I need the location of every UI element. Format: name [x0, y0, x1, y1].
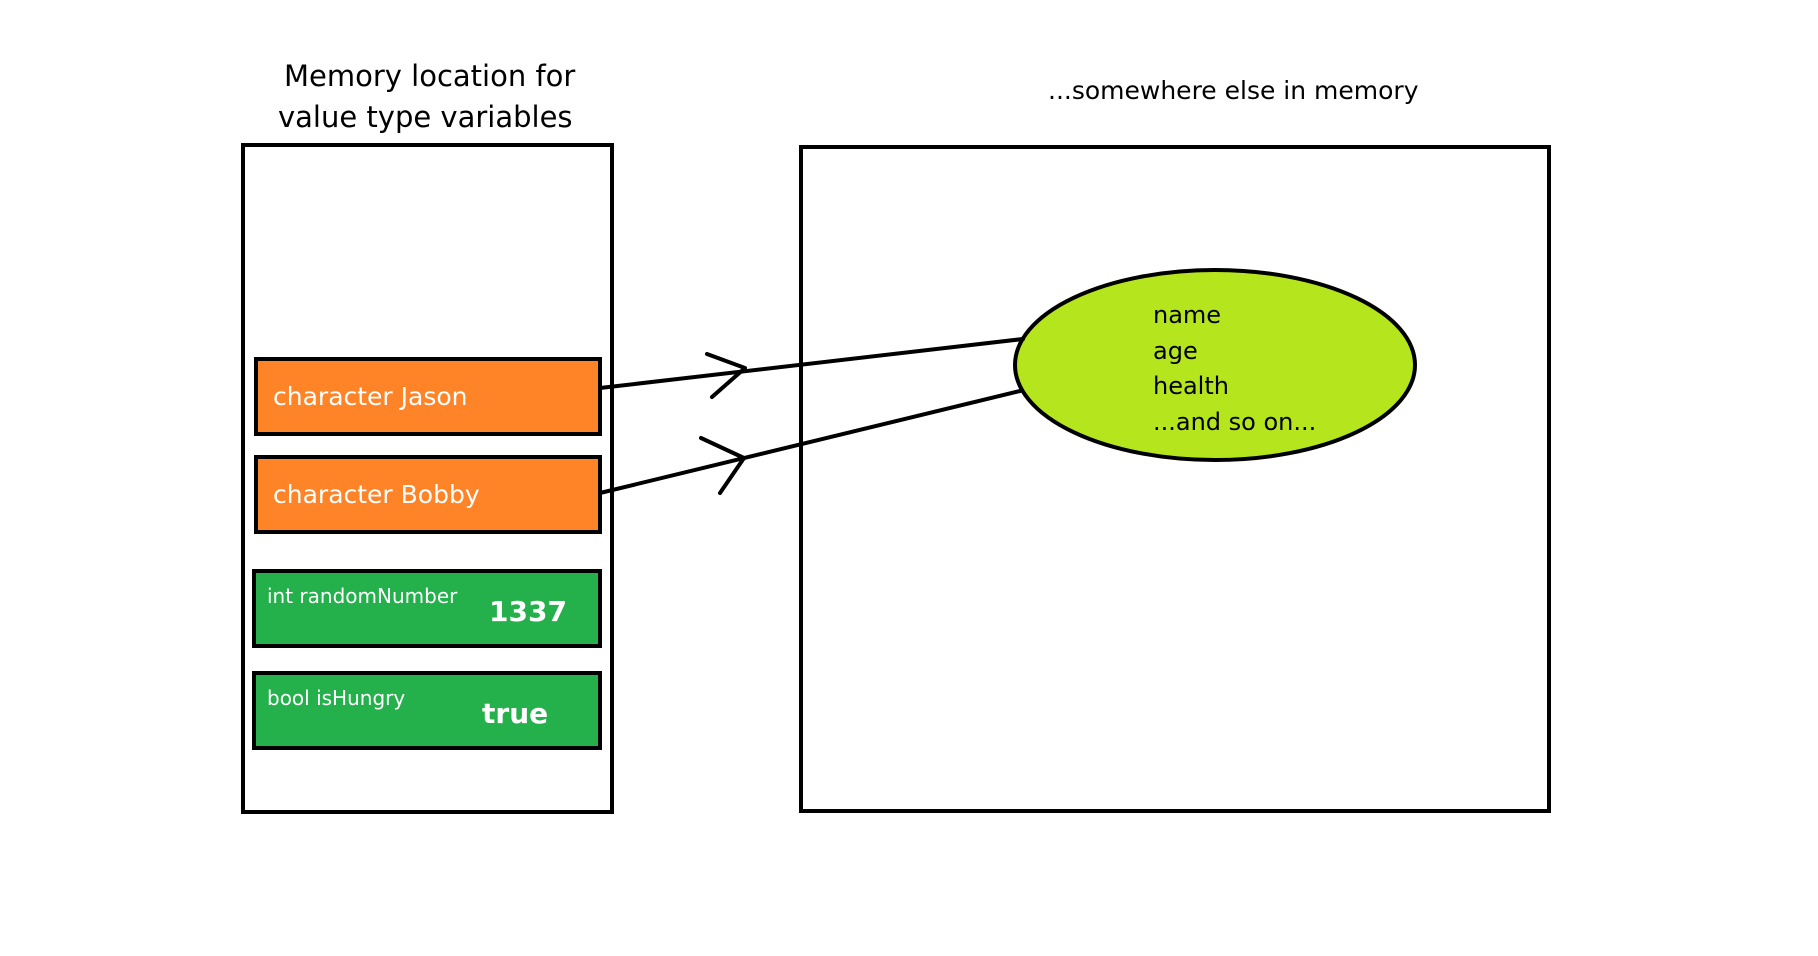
arrow-jason-head: [705, 352, 747, 399]
object-field-more: ...and so on...: [1153, 407, 1317, 436]
reference-slot-label: character Bobby: [273, 480, 480, 509]
heap-object-fields: name age health ...and so on...: [1153, 298, 1316, 440]
stack-title-line-2: value type variables: [278, 100, 573, 134]
value-slot-random-number: int randomNumber 1337: [252, 569, 602, 648]
object-field-age: age: [1153, 336, 1198, 365]
heap-memory-frame: [799, 145, 1551, 813]
arrow-bobby-head: [699, 436, 746, 495]
value-slot-name: bool isHungry: [267, 686, 406, 710]
stack-title-line-1: Memory location for: [284, 59, 576, 93]
object-field-name: name: [1153, 301, 1222, 329]
heap-title: ...somewhere else in memory: [1048, 76, 1419, 105]
value-slot-name: int randomNumber: [267, 584, 458, 608]
value-slot-is-hungry: bool isHungry true: [252, 671, 602, 750]
value-slot-value: true: [482, 697, 549, 730]
reference-slot-bobby: character Bobby: [254, 455, 602, 534]
value-slot-value: 1337: [489, 595, 567, 628]
reference-slot-jason: character Jason: [254, 357, 602, 436]
object-field-health: health: [1153, 372, 1229, 400]
reference-slot-label: character Jason: [273, 382, 468, 411]
